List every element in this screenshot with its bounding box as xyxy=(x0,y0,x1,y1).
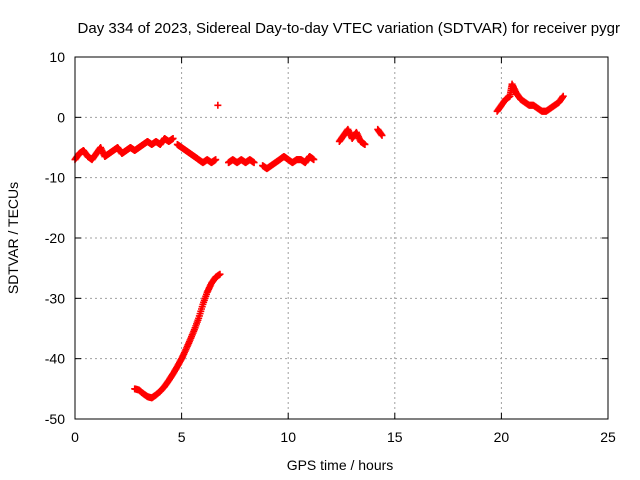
x-tick-label: 25 xyxy=(600,429,616,445)
x-tick-label: 10 xyxy=(280,429,296,445)
data-point xyxy=(169,134,177,142)
series-band-mid xyxy=(173,140,318,173)
y-ticks: 10 0 -10 -20 -30 -40 -50 xyxy=(45,49,608,427)
data-point xyxy=(361,140,369,148)
data-point xyxy=(216,270,224,278)
data-point xyxy=(214,101,222,109)
chart-title: Day 334 of 2023, Sidereal Day-to-day VTE… xyxy=(78,20,620,37)
x-axis-label: GPS time / hours xyxy=(287,457,394,473)
data-point xyxy=(250,159,258,167)
data-point xyxy=(378,131,386,139)
series-band-start xyxy=(71,134,177,164)
x-tick-label: 20 xyxy=(494,429,510,445)
x-tick-label: 5 xyxy=(178,429,186,445)
series-curve-low xyxy=(131,270,224,402)
x-tick-label: 0 xyxy=(71,429,79,445)
data-point xyxy=(212,156,220,164)
gridlines xyxy=(75,57,608,419)
x-tick-label: 15 xyxy=(387,429,403,445)
series-bump-13h xyxy=(335,125,386,148)
y-tick-label: -40 xyxy=(45,351,65,367)
y-tick-label: 10 xyxy=(49,49,65,65)
data-point xyxy=(310,156,318,164)
y-tick-label: -10 xyxy=(45,170,65,186)
series-outlier xyxy=(214,101,222,109)
y-tick-label: 0 xyxy=(57,109,65,125)
y-axis-label: SDTVAR / TECUs xyxy=(5,182,21,294)
y-tick-label: -30 xyxy=(45,290,65,306)
data-point xyxy=(559,92,567,100)
y-tick-label: -20 xyxy=(45,230,65,246)
series-cluster-21h xyxy=(493,80,567,115)
x-ticks: 0 5 10 15 20 25 xyxy=(71,57,616,445)
data-points xyxy=(71,80,567,402)
y-tick-label: -50 xyxy=(45,411,65,427)
